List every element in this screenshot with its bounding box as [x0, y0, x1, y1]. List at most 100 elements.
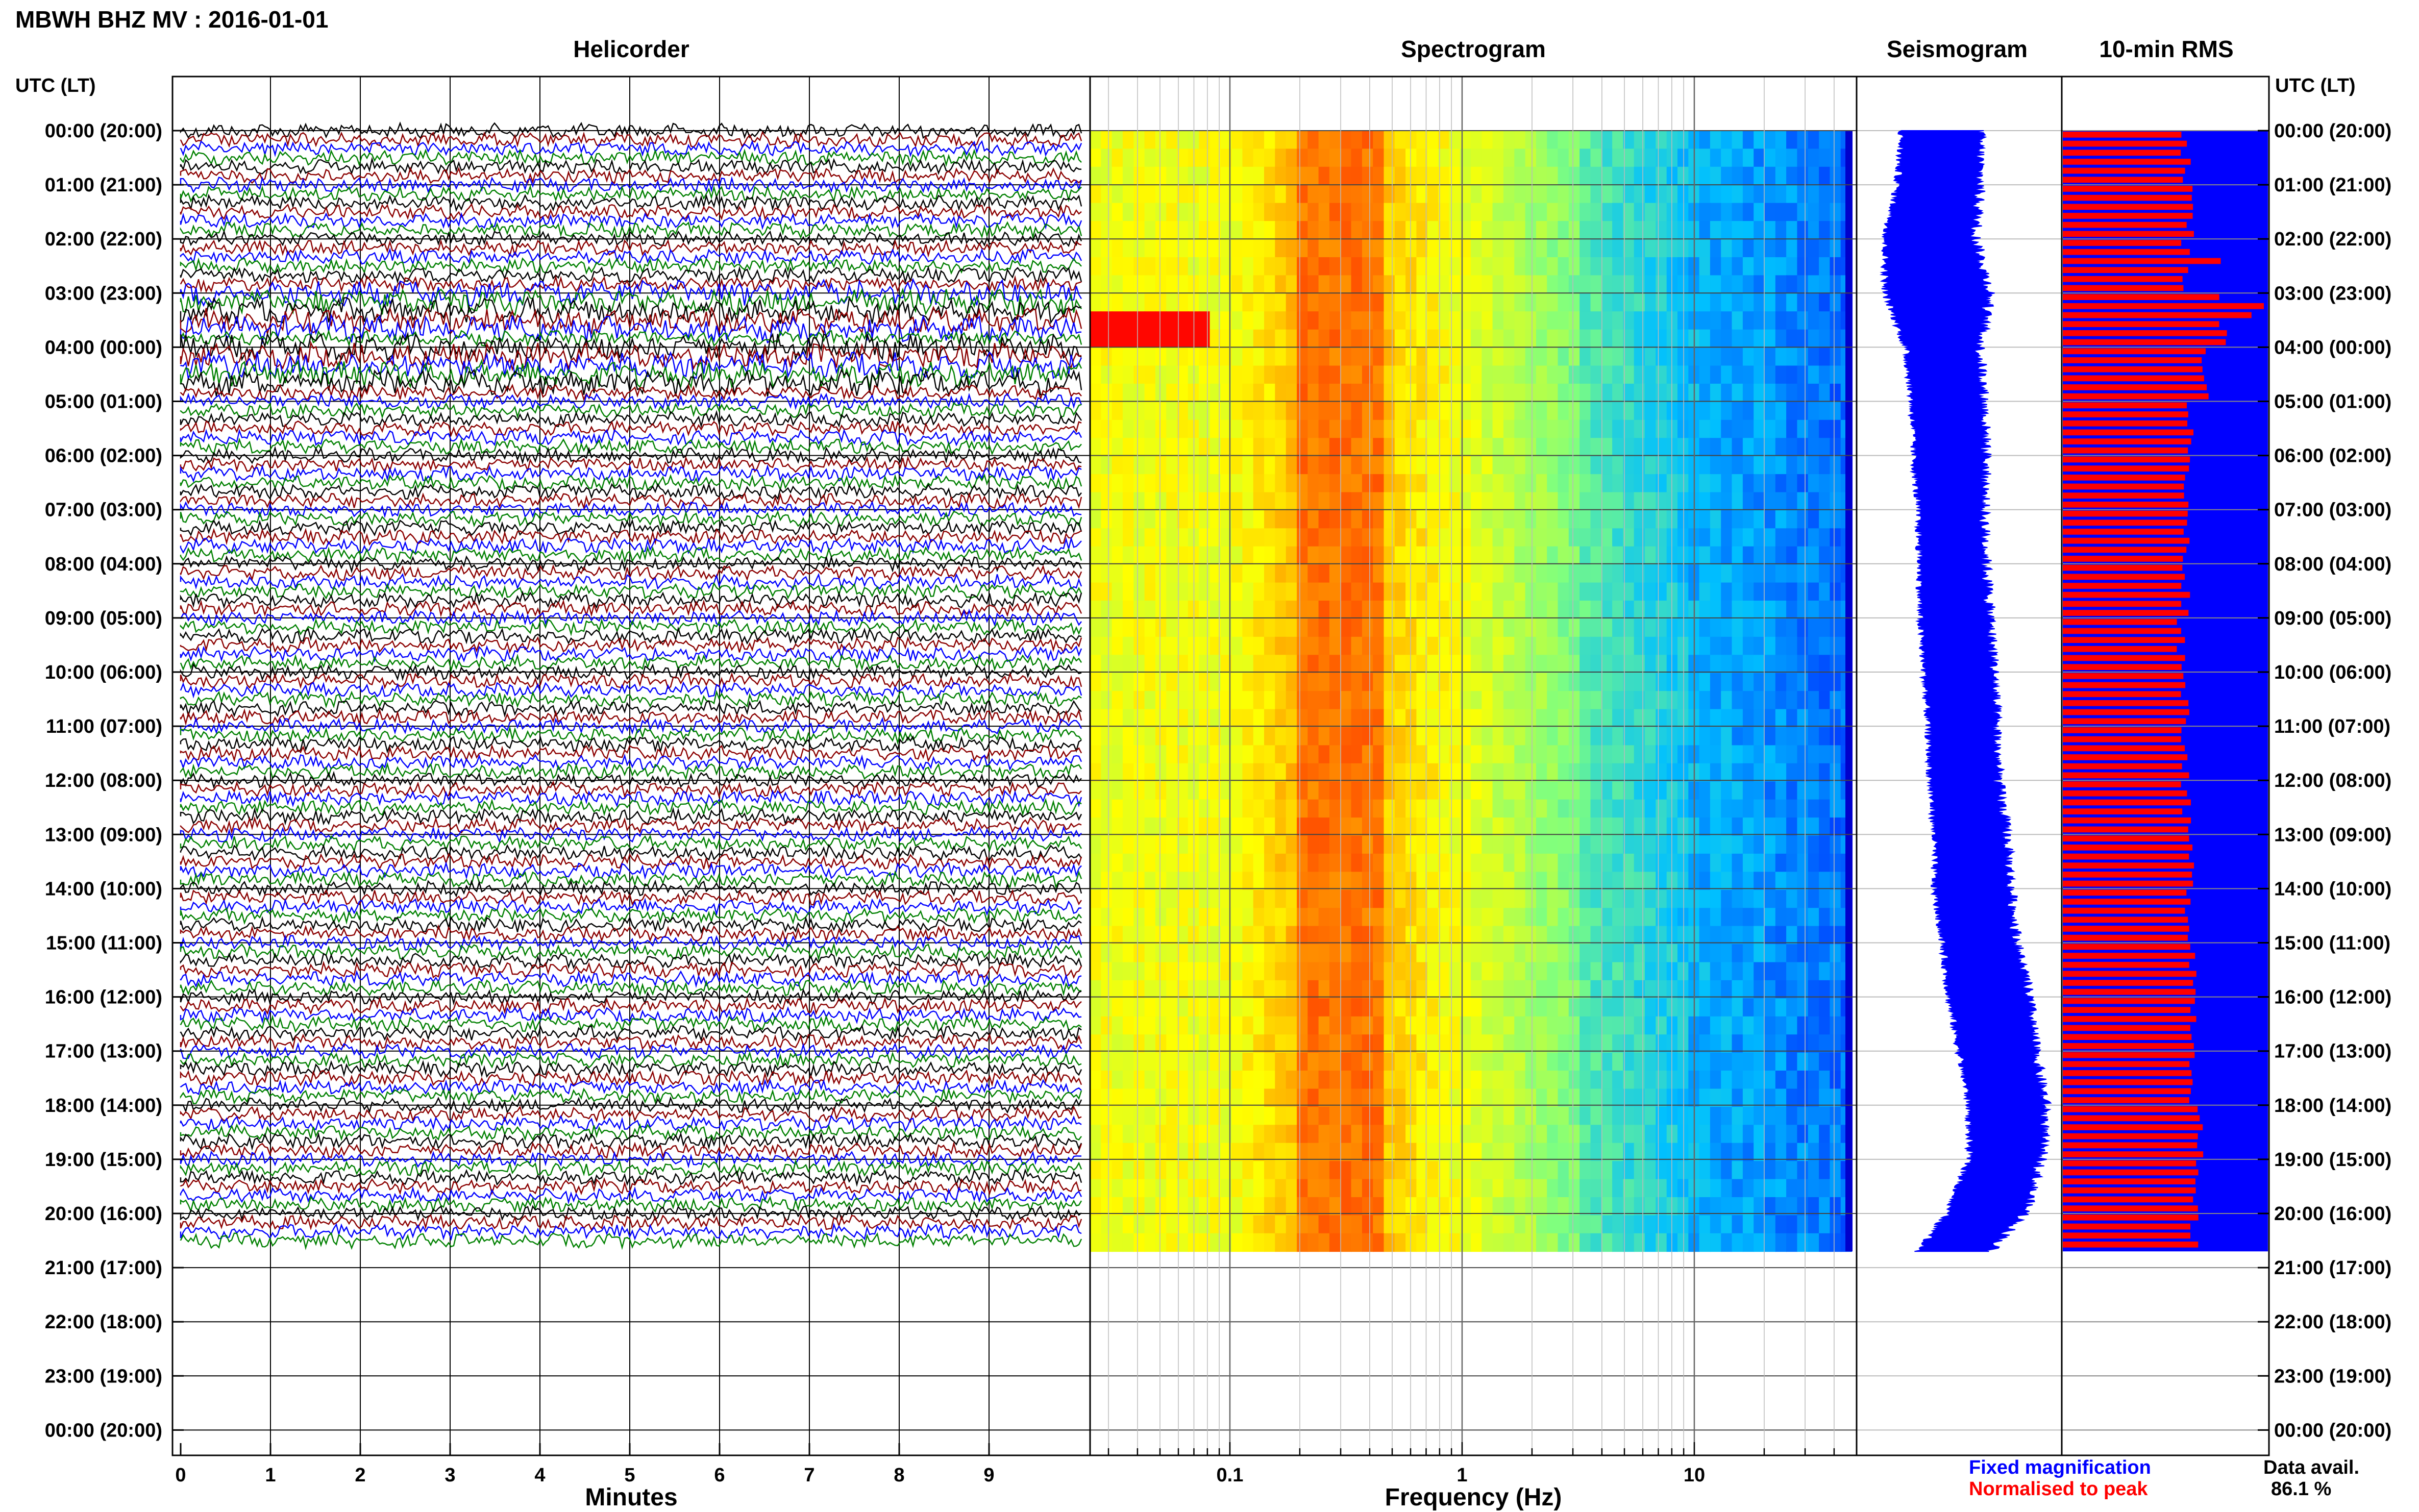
spectrogram-cell	[1416, 709, 1428, 728]
spectrogram-cell	[1732, 492, 1743, 511]
spectrogram-cell	[1210, 131, 1221, 150]
spectrogram-cell	[1601, 456, 1613, 475]
spectrogram-cell	[1416, 131, 1428, 150]
spectrogram-cell	[1547, 1052, 1559, 1071]
rms-normalised-bar	[2063, 348, 2206, 355]
spectrogram-cell	[1710, 1088, 1722, 1107]
spectrogram-cell	[1449, 1233, 1461, 1252]
spectrogram-cell	[1514, 438, 1526, 457]
spectrogram-cell	[1199, 275, 1211, 294]
spectrogram-cell	[1721, 908, 1733, 927]
spectrogram-cell	[1199, 618, 1211, 637]
row-label-left: 00:00 (20:00)	[45, 120, 162, 142]
spectrogram-cell	[1699, 1052, 1711, 1071]
helicorder-trace	[180, 368, 1082, 398]
spectrogram-cell	[1362, 1088, 1374, 1107]
spectrogram-cell	[1536, 456, 1548, 475]
spectrogram-cell	[1645, 781, 1657, 800]
spectrogram-cell	[1144, 1016, 1156, 1035]
spectrogram-cell	[1220, 1125, 1232, 1144]
helicorder-trace	[180, 1069, 1082, 1087]
spectrogram-cell	[1754, 655, 1765, 674]
spectrogram-cell	[1438, 889, 1450, 909]
spectrogram-cell	[1482, 546, 1493, 565]
spectrogram-cell	[1405, 1125, 1417, 1144]
spectrogram-cell	[1710, 528, 1722, 547]
spectrogram-cell	[1155, 745, 1167, 764]
spectrogram-cell	[1645, 636, 1657, 656]
spectrogram-cell	[1666, 926, 1678, 945]
spectrogram-cell	[1645, 203, 1657, 222]
spectrogram-cell	[1438, 492, 1450, 511]
spectrogram-cell	[1612, 257, 1624, 276]
spectrogram-cell	[1568, 998, 1581, 1017]
spectrogram-cell	[1547, 1215, 1559, 1234]
spectrogram-cell	[1340, 564, 1352, 583]
spectrogram-cell	[1449, 1197, 1461, 1216]
spectrogram-cell	[1286, 383, 1297, 403]
spectrogram-cell	[1568, 564, 1581, 583]
spectrogram-cell	[1721, 131, 1733, 150]
spectrogram-cell	[1579, 203, 1591, 222]
spectrogram-cell	[1231, 203, 1243, 222]
spectrogram-cell	[1514, 365, 1526, 384]
spectrogram-cell	[1449, 564, 1461, 583]
spectrogram-cell	[1721, 1016, 1733, 1035]
spectrogram-cell	[1329, 275, 1341, 294]
spectrogram-cell	[1297, 1088, 1309, 1107]
spectrogram-cell	[1645, 221, 1657, 240]
spectrogram-cell	[1373, 474, 1385, 493]
spectrogram-cell	[1101, 853, 1113, 873]
spectrogram-cell	[1438, 528, 1450, 547]
spectrogram-cell	[1362, 365, 1374, 384]
spectrogram-cell	[1775, 745, 1787, 764]
spectrogram-cell	[1656, 456, 1667, 475]
spectrogram-cell	[1416, 980, 1428, 999]
spectrogram-cell	[1307, 872, 1319, 890]
spectrogram-cell	[1166, 709, 1178, 728]
spectrogram-cell	[1394, 582, 1406, 601]
spectrogram-cell	[1666, 998, 1678, 1017]
spectrogram-cell	[1122, 510, 1134, 529]
spectrogram-cell	[1568, 908, 1581, 927]
spectrogram-cell	[1090, 908, 1102, 927]
spectrogram-x-ticks: 0.1 1 10	[1107, 1442, 1835, 1486]
spectrogram-cell	[1275, 926, 1287, 945]
spectrogram-cell	[1656, 510, 1667, 529]
spectrogram-cell	[1318, 1106, 1330, 1126]
spectrogram-cell	[1416, 348, 1428, 366]
spectrogram-cell	[1101, 691, 1113, 710]
spectrogram-cell	[1307, 166, 1319, 186]
spectrogram-cell	[1547, 655, 1559, 674]
spectrogram-cell	[1242, 148, 1254, 167]
spectrogram-cell	[1438, 365, 1450, 384]
spectrogram-cell	[1721, 781, 1733, 800]
spectrogram-cell	[1297, 311, 1309, 330]
spectrogram-cell	[1373, 419, 1385, 439]
spectrogram-cell	[1405, 1233, 1417, 1252]
spectrogram-cell	[1710, 311, 1722, 330]
spectrogram-cell	[1830, 1052, 1841, 1071]
spectrogram-cell	[1275, 1161, 1287, 1180]
spectrogram-cell	[1220, 962, 1232, 981]
spectrogram-cell	[1384, 474, 1395, 493]
spectrogram-cell	[1253, 221, 1265, 240]
spectrogram-cell	[1656, 419, 1667, 439]
spectrogram-cell	[1775, 980, 1787, 999]
spectrogram-cell	[1297, 781, 1309, 800]
spectrogram-cell	[1199, 203, 1211, 222]
spectrogram-cell	[1275, 419, 1287, 439]
spectrogram-cell	[1231, 257, 1243, 276]
spectrogram-cell	[1090, 853, 1102, 873]
spectrogram-cell	[1264, 709, 1276, 728]
spectrogram-cell	[1492, 709, 1504, 728]
spectrogram-cell	[1177, 636, 1189, 656]
spectrogram-cell	[1536, 203, 1548, 222]
spectrogram-cell	[1536, 492, 1548, 511]
spectrogram-cell	[1558, 275, 1569, 294]
spectrogram-cell	[1732, 348, 1743, 366]
spectrogram-cell	[1275, 1088, 1287, 1107]
spectrogram-cell	[1634, 1215, 1645, 1234]
spectrogram-cell	[1177, 582, 1189, 601]
spectrogram-cell	[1547, 365, 1559, 384]
